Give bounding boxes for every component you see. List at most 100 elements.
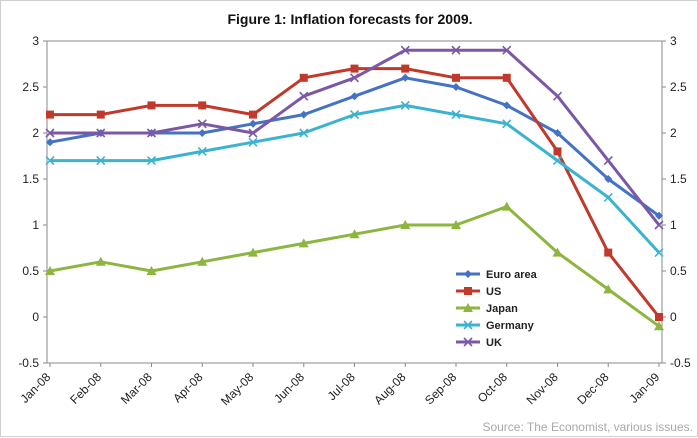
data-point-euro-area <box>350 92 359 101</box>
x-tick-label: Nov-08 <box>524 370 561 407</box>
data-point-euro-area <box>198 129 207 137</box>
y-tick-label-left: 3 <box>32 34 39 48</box>
legend-marker-euro-area <box>464 270 472 278</box>
y-tick-label-right: 3 <box>670 34 677 48</box>
data-point-japan <box>197 256 208 266</box>
data-point-uk <box>96 128 106 138</box>
series-line-japan <box>49 205 660 328</box>
data-point-uk <box>146 128 157 138</box>
y-tick-label-right: 1 <box>670 218 677 232</box>
y-tick-label-left: 2 <box>32 126 39 140</box>
source-note: Source: The Economist, various issues. <box>482 420 693 434</box>
y-tick-label-left: 0 <box>32 310 39 324</box>
data-point-uk <box>45 128 55 138</box>
legend-marker-japan <box>463 303 473 312</box>
data-point-uk <box>502 45 512 55</box>
y-tick-label-left: 1.5 <box>22 172 39 186</box>
data-point-uk <box>654 220 664 230</box>
y-tick-label-left: 0.5 <box>22 264 39 278</box>
data-point-uk <box>349 73 360 83</box>
data-point-germany <box>299 128 309 138</box>
x-tick-label: Dec-08 <box>574 370 611 407</box>
data-point-euro-area <box>502 101 511 110</box>
y-tick-label-right: 2 <box>670 126 677 140</box>
data-point-japan <box>298 238 309 248</box>
data-point-us <box>249 110 257 119</box>
data-point-germany <box>400 100 410 110</box>
data-point-uk <box>299 91 309 101</box>
data-point-us <box>96 110 105 119</box>
data-point-uk <box>400 45 410 55</box>
x-tick-label: May-08 <box>218 370 256 408</box>
y-tick-label-right: 0 <box>670 310 677 324</box>
data-point-us <box>350 64 359 73</box>
data-point-japan <box>501 201 512 211</box>
data-point-uk <box>451 45 461 55</box>
x-tick-label: Jan-08 <box>17 370 53 406</box>
chart-title: Figure 1: Inflation forecasts for 2009. <box>227 11 473 27</box>
data-point-germany <box>248 137 258 147</box>
data-point-germany <box>45 156 55 166</box>
y-tick-label-right: 0.5 <box>670 264 687 278</box>
legend-marker-uk <box>463 337 473 347</box>
x-tick-label: Aug-08 <box>371 370 408 407</box>
x-tick-label: Oct-08 <box>475 370 511 406</box>
data-point-euro-area <box>299 110 308 119</box>
data-point-us <box>553 147 562 156</box>
data-point-us <box>198 101 207 110</box>
y-tick-label-left: 2.5 <box>22 80 39 94</box>
series-line-us <box>50 67 661 318</box>
data-point-germany <box>349 110 360 120</box>
x-tick-label: Feb-08 <box>67 370 104 407</box>
y-tick-label-left: 1 <box>32 218 39 232</box>
legend-label-germany: Germany <box>486 320 535 332</box>
data-point-germany <box>502 119 512 129</box>
y-tick-label-right: -0.5 <box>670 356 691 370</box>
data-point-japan <box>95 256 106 266</box>
x-tick-label: Jul-08 <box>325 370 358 403</box>
x-tick-label: Mar-08 <box>118 370 155 407</box>
data-point-japan <box>552 247 563 257</box>
data-point-us <box>46 110 54 119</box>
data-point-uk <box>603 156 613 166</box>
x-tick-label: Sep-08 <box>422 370 459 407</box>
data-point-euro-area <box>46 138 54 147</box>
data-point-us <box>655 313 663 321</box>
data-point-germany <box>96 156 106 166</box>
data-point-japan <box>400 220 411 229</box>
legend-label-us: US <box>486 286 501 298</box>
x-tick-label: Apr-08 <box>170 370 206 406</box>
data-point-japan <box>248 247 258 257</box>
data-point-euro-area <box>249 119 257 128</box>
data-point-euro-area <box>553 129 562 137</box>
data-point-us <box>401 64 410 73</box>
data-point-uk <box>552 91 563 101</box>
legend-label-uk: UK <box>486 337 502 349</box>
data-point-japan <box>451 220 461 229</box>
data-point-euro-area <box>655 211 663 220</box>
data-point-us <box>147 101 156 110</box>
legend-marker-germany <box>463 320 473 330</box>
data-point-uk <box>248 128 258 138</box>
data-point-uk <box>197 119 207 129</box>
data-point-japan <box>603 284 614 294</box>
y-tick-label-left: -0.5 <box>18 356 39 370</box>
data-point-japan <box>654 321 664 331</box>
data-point-germany <box>146 156 157 166</box>
data-point-us <box>604 248 613 257</box>
data-point-germany <box>654 248 664 258</box>
data-point-germany <box>451 110 461 120</box>
legend-marker-us <box>464 287 472 295</box>
series-line-uk <box>50 48 661 226</box>
x-tick-label: Jun-08 <box>271 370 307 406</box>
data-point-us <box>502 73 511 82</box>
data-point-japan <box>45 266 55 275</box>
x-tick-label: Jan-09 <box>626 370 662 406</box>
legend-label-euro-area: Euro area <box>486 269 538 281</box>
y-tick-label-right: 2.5 <box>670 80 687 94</box>
data-point-us <box>452 73 460 82</box>
data-point-euro-area <box>604 175 613 183</box>
data-point-germany <box>603 192 613 202</box>
